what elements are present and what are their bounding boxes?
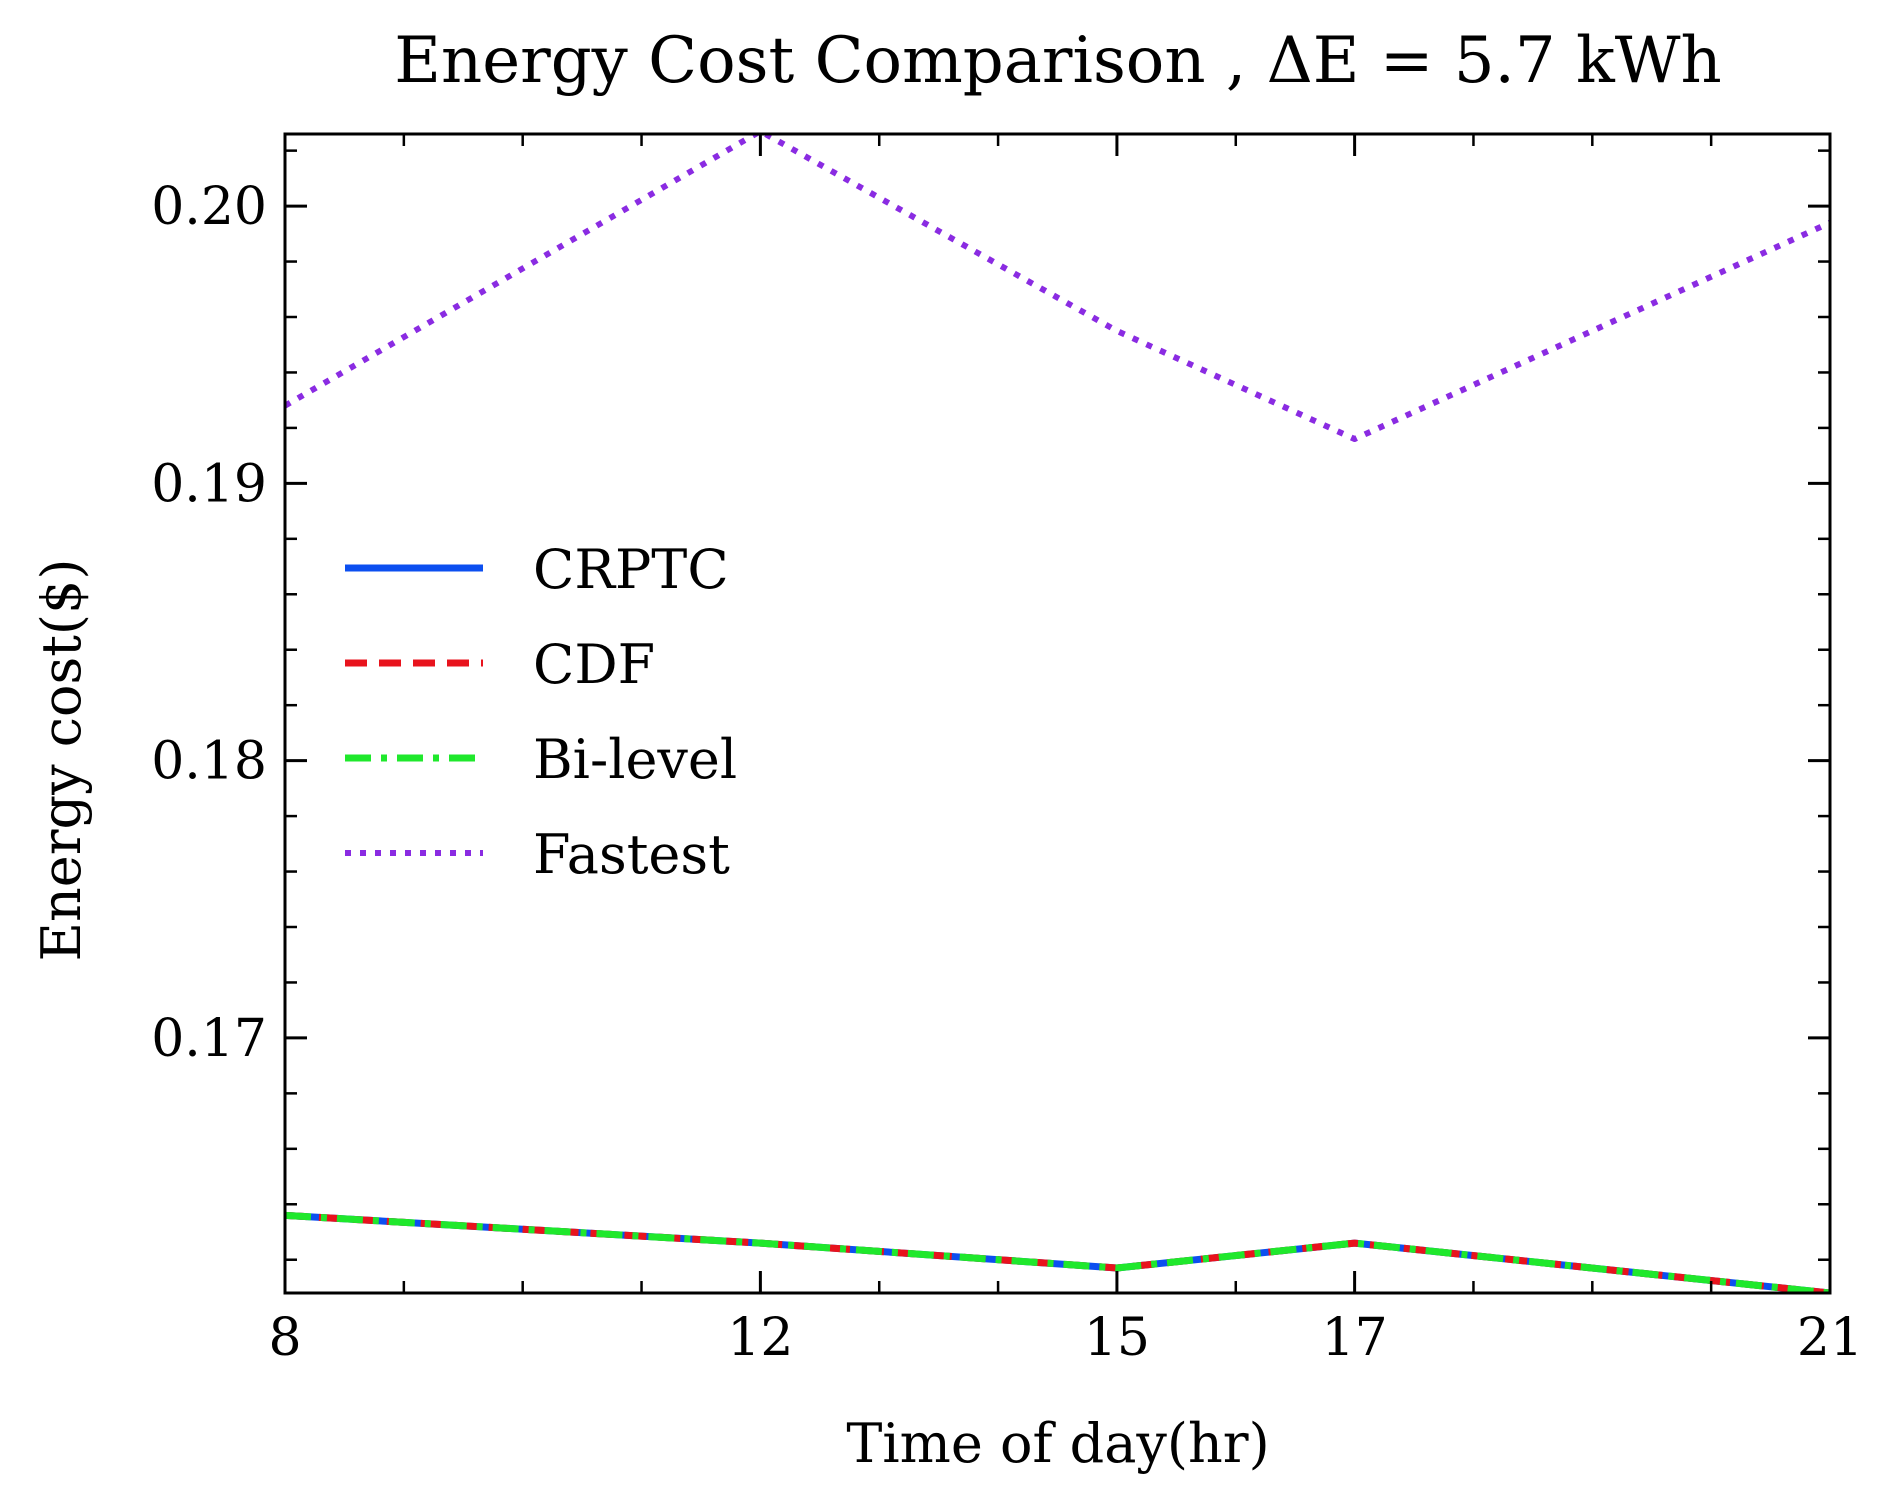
chart-title: Energy Cost Comparison , ΔE = 5.7 kWh bbox=[394, 24, 1721, 98]
legend: CRPTC CDF Bi-level Fastest bbox=[345, 538, 737, 886]
y-tick-label: 0.19 bbox=[151, 454, 267, 514]
legend-label-crptc: CRPTC bbox=[533, 538, 729, 601]
x-tick-label: 17 bbox=[1322, 1308, 1388, 1368]
series-line-bi-level bbox=[285, 1211, 1830, 1293]
y-tick-label: 0.17 bbox=[151, 1009, 267, 1069]
series-line-fastest bbox=[285, 134, 1830, 442]
x-ticks: 8 12 15 17 21 bbox=[268, 134, 1863, 1368]
y-tick-label: 0.20 bbox=[151, 177, 267, 237]
plot-area: 8 12 15 17 21 0.17 0.18 0.19 0.20 CRPTC CDF Bi-leve… bbox=[151, 132, 1863, 1368]
y-ticks: 0.17 0.18 0.19 0.20 bbox=[151, 149, 1830, 1261]
x-tick-label: 15 bbox=[1084, 1308, 1150, 1368]
x-tick-label: 21 bbox=[1797, 1308, 1863, 1368]
legend-label-cdf: CDF bbox=[533, 633, 655, 696]
y-tick-label: 0.18 bbox=[151, 732, 267, 792]
series-lines bbox=[285, 134, 1830, 1293]
legend-label-bi-level: Bi-level bbox=[533, 728, 737, 791]
legend-label-fastest: Fastest bbox=[533, 823, 730, 886]
x-tick-label: 12 bbox=[727, 1308, 793, 1368]
x-tick-label: 8 bbox=[268, 1308, 301, 1368]
x-axis-label: Time of day(hr) bbox=[846, 1412, 1269, 1475]
y-axis-label: Energy cost($) bbox=[30, 559, 93, 962]
plot-frame bbox=[283, 132, 1832, 1295]
